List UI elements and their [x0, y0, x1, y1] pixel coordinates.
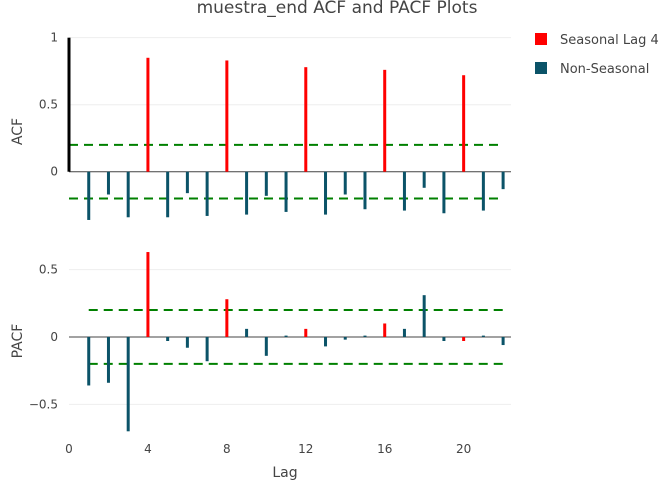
pacf-bar-seasonal: [462, 336, 466, 341]
pacf-bar-seasonal: [225, 299, 229, 337]
acf-bar-seasonal: [225, 60, 229, 172]
legend-label-seasonal: Seasonal Lag 4: [560, 33, 659, 48]
x-axis-title: Lag: [272, 465, 297, 480]
pacf-bar: [205, 336, 209, 362]
pacf-bar: [126, 336, 130, 432]
x-axis-ticks: 0 4 8 12 16 20: [65, 442, 471, 456]
acf-bar: [402, 171, 406, 211]
acf-bar-seasonal: [146, 57, 150, 172]
pacf-bar: [363, 335, 367, 337]
acf-bar: [245, 171, 249, 215]
pacf-bar-seasonal: [304, 328, 308, 337]
pacf-bar: [87, 336, 91, 386]
acf-y-axis-title: ACF: [10, 118, 26, 145]
acf-bar: [185, 171, 189, 194]
pacf-bar: [284, 335, 288, 337]
acf-bar: [343, 171, 347, 195]
pacf-bar-seasonal: [383, 323, 387, 337]
chart-title: muestra_end ACF and PACF Plots: [197, 0, 478, 18]
x-tick-label: 0: [65, 442, 73, 456]
acf-bar: [264, 171, 268, 196]
pacf-bar: [442, 336, 446, 341]
acf-bar-seasonal: [462, 75, 466, 172]
legend-swatch-seasonal: [535, 33, 547, 45]
acf-bar: [324, 171, 328, 215]
pacf-bar: [501, 336, 505, 346]
pacf-bar: [264, 336, 268, 356]
pacf-bar: [422, 295, 426, 337]
acf-bar: [501, 171, 505, 190]
acf-bar: [126, 171, 130, 218]
legend-item-non-seasonal[interactable]: Non-Seasonal: [535, 62, 649, 77]
pacf-y-tick-label: 0.5: [39, 263, 58, 277]
acf-bar: [166, 171, 170, 218]
x-tick-label: 8: [223, 442, 231, 456]
acf-bar: [87, 171, 91, 220]
pacf-bar: [402, 328, 406, 337]
pacf-y-axis-title: PACF: [10, 324, 26, 359]
x-tick-label: 16: [377, 442, 392, 456]
acf-bar: [442, 171, 446, 214]
acf-bar: [363, 171, 367, 210]
pacf-bar: [245, 328, 249, 337]
acf-bar: [422, 171, 426, 188]
pacf-y-tick-label: 0: [50, 330, 58, 344]
pacf-bar-seasonal: [146, 252, 150, 337]
pacf-y-tick-label: −0.5: [29, 397, 58, 411]
legend-item-seasonal[interactable]: Seasonal Lag 4: [535, 33, 659, 48]
acf-bar-seasonal: [383, 69, 387, 172]
pacf-bar: [324, 336, 328, 347]
x-tick-label: 20: [456, 442, 471, 456]
acf-panel: 1 0.5 0 ACF: [10, 31, 511, 220]
pacf-bar: [106, 336, 110, 383]
acf-y-tick-label: 0.5: [39, 98, 58, 112]
acf-bar: [284, 171, 288, 212]
pacf-bar: [481, 335, 485, 337]
acf-y-tick-label: 1: [50, 31, 58, 45]
acf-bar: [205, 171, 209, 216]
acf-y-tick-label: 0: [50, 165, 58, 179]
pacf-panel: 0.5 0 −0.5 PACF: [10, 252, 511, 432]
legend[interactable]: Seasonal Lag 4 Non-Seasonal: [535, 33, 659, 77]
x-tick-label: 4: [144, 442, 152, 456]
pacf-bar: [166, 336, 170, 341]
acf-bar: [481, 171, 485, 211]
acf-bar-seasonal: [304, 67, 308, 172]
pacf-bar: [185, 336, 189, 348]
acf-bar: [106, 171, 110, 195]
pacf-bar: [343, 336, 347, 340]
x-tick-label: 12: [298, 442, 313, 456]
legend-swatch-non-seasonal: [535, 62, 547, 74]
legend-label-non-seasonal: Non-Seasonal: [560, 62, 649, 77]
acf-bar-lag0: [67, 37, 71, 172]
